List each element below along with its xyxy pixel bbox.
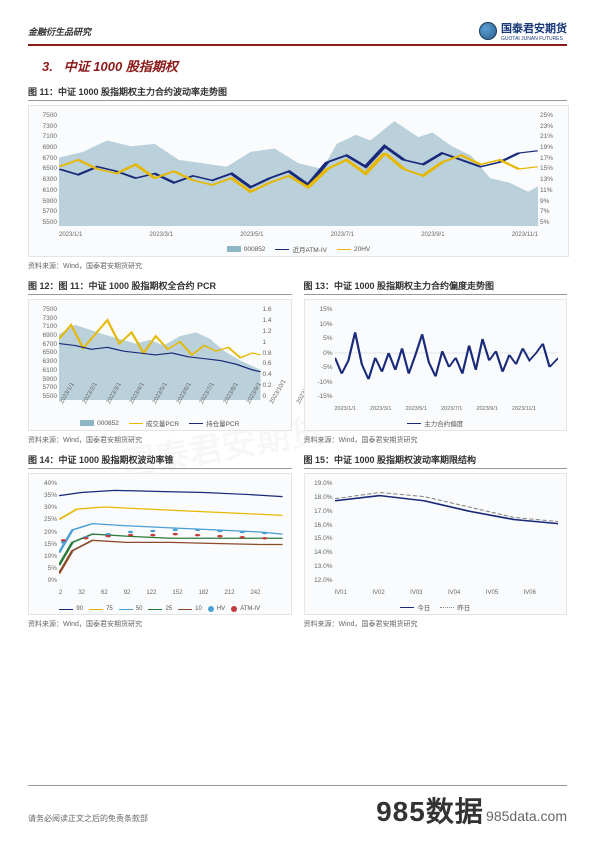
company-logo: 国泰君安期货 GUOTAI JUNAN FUTURES bbox=[479, 20, 567, 42]
fig12: 图 12：图 11：中证 1000 股指期权全合约 PCR 7500730071… bbox=[28, 279, 292, 453]
fig14-title: 图 14：中证 1000 股指期权波动率锥 bbox=[28, 453, 292, 469]
doc-type: 金融衍生品研究 bbox=[28, 25, 91, 38]
fig12-yaxis-left: 7500730071006900670065006300610059005700… bbox=[31, 306, 57, 400]
fig11-xaxis: 2023/1/12023/3/12023/5/12023/7/12023/9/1… bbox=[59, 232, 538, 238]
fig13-legend: 主力合约偏度 bbox=[305, 418, 567, 428]
fig15-yaxis-left: 19.0%18.0%17.0%16.0%15.0%14.0%13.0%12.0% bbox=[307, 480, 333, 584]
fig14-legend: 9075502510HVATM-IV bbox=[29, 606, 291, 612]
fig11-plot bbox=[59, 112, 538, 226]
page-header: 金融衍生品研究 国泰君安期货 GUOTAI JUNAN FUTURES bbox=[28, 20, 567, 46]
fig15-legend: 今日昨日 bbox=[305, 602, 567, 612]
company-name-en: GUOTAI JUNAN FUTURES bbox=[501, 36, 567, 42]
watermark: 985数据 bbox=[376, 796, 484, 827]
logo-icon bbox=[479, 22, 497, 40]
fig13-xaxis: 2023/1/12023/3/12023/5/12023/7/12023/9/1… bbox=[335, 406, 537, 412]
fig14-plot bbox=[59, 480, 283, 584]
disclaimer: 请务必阅读正文之后的免责条款部 bbox=[28, 813, 148, 824]
fig13-title: 图 13：中证 1000 股指期权主力合约偏度走势图 bbox=[304, 279, 568, 295]
fig15-xaxis: IV01IV02IV03IV04IV05IV06 bbox=[335, 590, 537, 596]
fig12-xaxis: 2023/1/12023/2/12023/3/12023/4/12023/5/1… bbox=[59, 402, 261, 408]
fig12-legend: 000852成交量PCR持仓量PCR bbox=[29, 418, 291, 428]
fig11-legend: 000852近月ATM-IV20HV bbox=[29, 244, 568, 254]
fig15-source: 资料来源：Wind，国泰君安期货研究 bbox=[304, 619, 568, 629]
fig13-chart: 15%10%5%0%-5%-10%-15% 2023/1/12023/3/120… bbox=[304, 299, 568, 431]
fig15-chart: 19.0%18.0%17.0%16.0%15.0%14.0%13.0%12.0%… bbox=[304, 473, 568, 615]
fig14-yaxis-left: 40%35%30%25%20%15%10%5%0% bbox=[31, 480, 57, 584]
fig15-plot bbox=[335, 480, 559, 584]
fig15: 图 15：中证 1000 股指期权波动率期限结构 19.0%18.0%17.0%… bbox=[304, 453, 568, 637]
section-title: 3. 中证 1000 股指期权 bbox=[42, 56, 567, 75]
fig12-title: 图 12：图 11：中证 1000 股指期权全合约 PCR bbox=[28, 279, 292, 295]
page: 国泰君安期货 国泰君安期货 金融衍生品研究 国泰君安期货 GUOTAI JUNA… bbox=[0, 0, 595, 842]
fig11-chart: 7500730071006900670065006300610059005700… bbox=[28, 105, 569, 257]
fig11-yaxis-left: 7500730071006900670065006300610059005700… bbox=[31, 112, 57, 226]
fig11: 图 11：中证 1000 股指期权主力合约波动率走势图 750073007100… bbox=[28, 85, 567, 271]
fig11-yaxis-right: 25%23%21%19%17%15%13%11%9%7%5% bbox=[540, 112, 566, 226]
fig14: 图 14：中证 1000 股指期权波动率锥 40%35%30%25%20%15%… bbox=[28, 453, 292, 637]
fig15-title: 图 15：中证 1000 股指期权波动率期限结构 bbox=[304, 453, 568, 469]
fig13: 图 13：中证 1000 股指期权主力合约偏度走势图 15%10%5%0%-5%… bbox=[304, 279, 568, 453]
fig13-yaxis-left: 15%10%5%0%-5%-10%-15% bbox=[307, 306, 333, 400]
fig13-plot bbox=[335, 306, 559, 400]
watermark-url: 985data.com bbox=[486, 808, 567, 824]
fig14-source: 资料来源：Wind，国泰君安期货研究 bbox=[28, 619, 292, 629]
fig13-source: 资料来源：Wind，国泰君安期货研究 bbox=[304, 435, 568, 445]
fig11-source: 资料来源：Wind，国泰君安期货研究 bbox=[28, 261, 567, 271]
fig14-chart: 40%35%30%25%20%15%10%5%0% 23262921221521… bbox=[28, 473, 292, 615]
fig11-title: 图 11：中证 1000 股指期权主力合约波动率走势图 bbox=[28, 85, 567, 101]
fig12-chart: 7500730071006900670065006300610059005700… bbox=[28, 299, 292, 431]
fig12-source: 资料来源：Wind，国泰君安期货研究 bbox=[28, 435, 292, 445]
page-footer: 请务必阅读正文之后的免责条款部 985数据 985data.com bbox=[28, 785, 567, 830]
company-name: 国泰君安期货 bbox=[501, 23, 567, 35]
fig14-xaxis: 2326292122152182212242 bbox=[59, 590, 261, 596]
